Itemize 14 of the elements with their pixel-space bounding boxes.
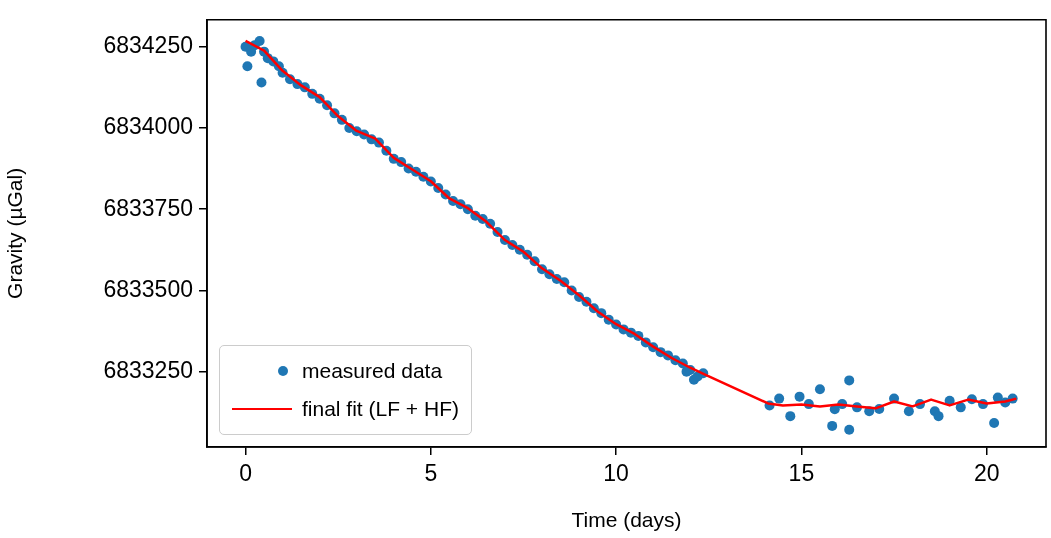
legend-label: final fit (LF + HF)	[302, 397, 459, 421]
x-tick-label: 20	[973, 460, 1000, 487]
y-axis-title: Gravity (µGal)	[3, 167, 27, 299]
y-tick-label: 6834250	[103, 32, 193, 59]
x-tick-label: 15	[788, 460, 815, 487]
x-tick-label: 0	[239, 460, 252, 487]
y-tick-label: 6834000	[103, 113, 193, 140]
y-tick-label: 6833500	[103, 275, 193, 302]
y-tick-label: 6833750	[103, 194, 193, 221]
legend-label: measured data	[302, 359, 443, 383]
x-tick-label: 10	[603, 460, 629, 487]
x-tick-label: 5	[424, 460, 438, 487]
x-axis-title: Time (days)	[571, 508, 682, 532]
y-tick-label: 6833250	[103, 356, 193, 383]
